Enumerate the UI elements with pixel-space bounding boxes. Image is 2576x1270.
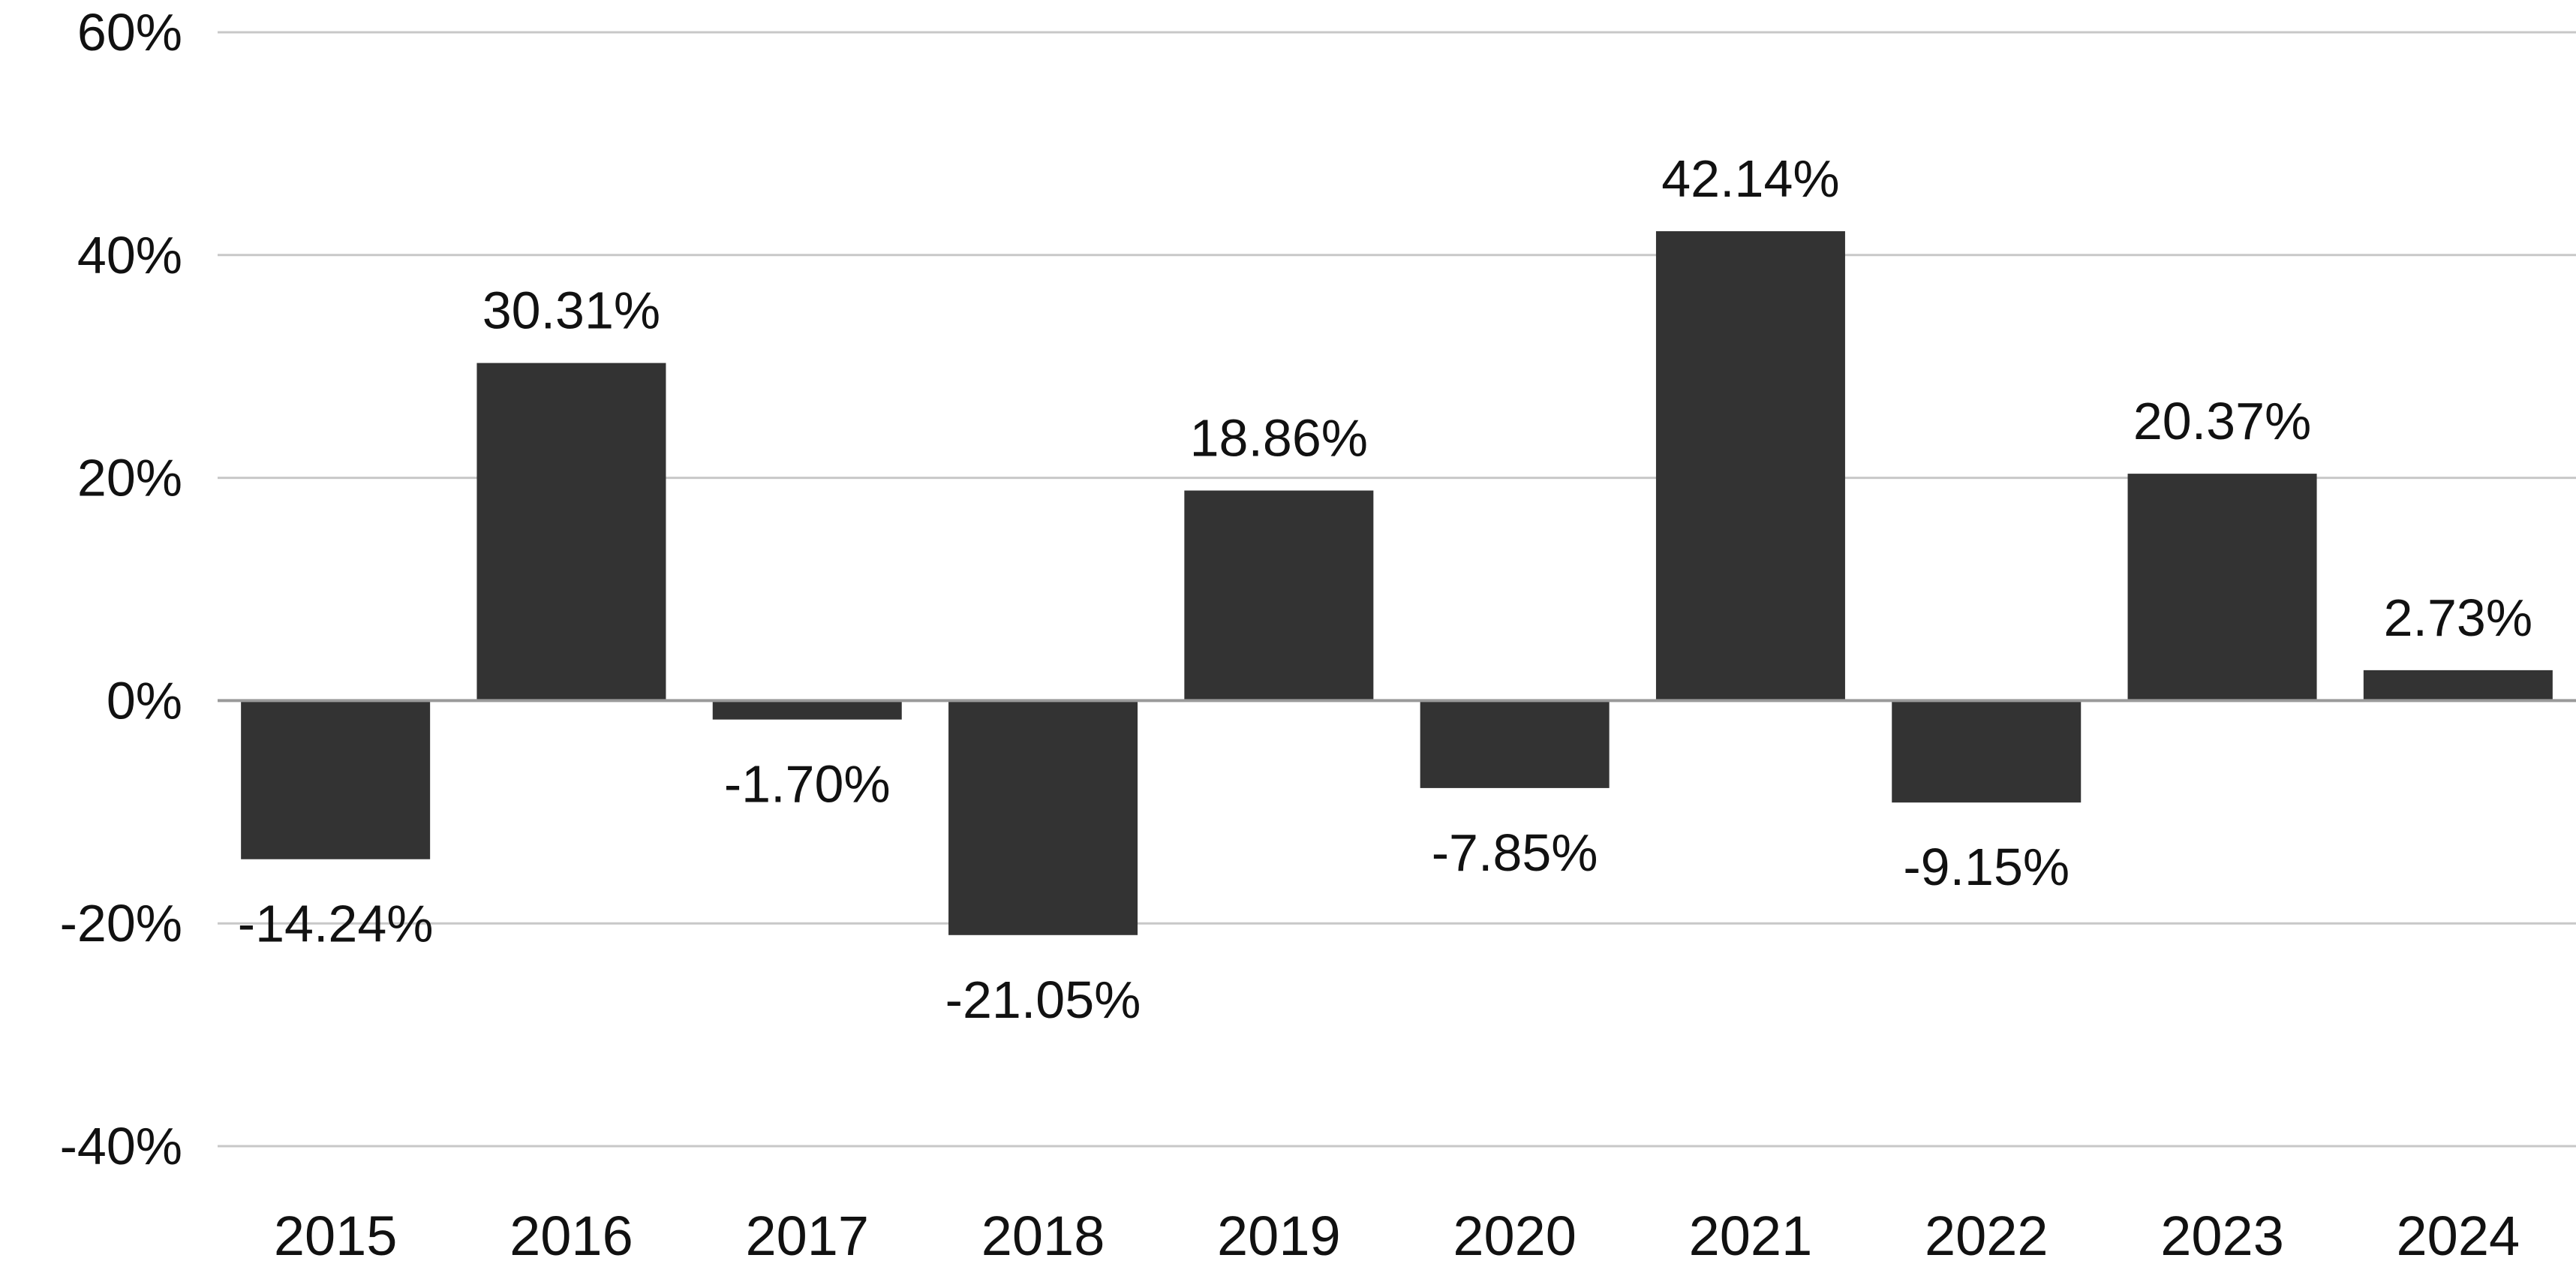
x-tick-label: 2017 bbox=[745, 1205, 869, 1267]
y-tick-label: -40% bbox=[60, 1117, 182, 1175]
x-tick-label: 2015 bbox=[274, 1205, 398, 1267]
bar-2024 bbox=[2363, 670, 2553, 701]
data-label: -7.85% bbox=[1432, 823, 1598, 882]
data-label: 18.86% bbox=[1190, 409, 1368, 468]
bar-2021 bbox=[1655, 231, 1845, 701]
data-label: -14.24% bbox=[238, 895, 434, 953]
bar-2022 bbox=[1892, 700, 2082, 803]
bar-2019 bbox=[1184, 490, 1374, 701]
x-tick-label: 2016 bbox=[509, 1205, 633, 1267]
bar-2018 bbox=[948, 700, 1138, 935]
bar-2017 bbox=[712, 700, 902, 720]
bar-2016 bbox=[476, 363, 666, 701]
data-label: 2.73% bbox=[2384, 588, 2532, 647]
x-tick-label: 2020 bbox=[1453, 1205, 1577, 1267]
bar-2015 bbox=[241, 700, 431, 859]
x-tick-label: 2023 bbox=[2160, 1205, 2284, 1267]
y-tick-label: 0% bbox=[107, 671, 182, 730]
data-label: -9.15% bbox=[1903, 838, 2070, 896]
y-tick-label: -20% bbox=[60, 894, 182, 952]
data-label: -1.70% bbox=[724, 755, 891, 814]
x-tick-label: 2018 bbox=[981, 1205, 1105, 1267]
x-tick-label: 2021 bbox=[1689, 1205, 1813, 1267]
data-labels: -14.24% 30.31% -1.70% -21.05% 18.86% -7.85% 42… bbox=[238, 149, 2532, 1029]
y-axis: 60% 40% 20% 0% -20% -40% bbox=[60, 3, 182, 1175]
data-label: -21.05% bbox=[945, 971, 1141, 1029]
y-tick-label: 40% bbox=[77, 226, 182, 284]
data-label: 30.31% bbox=[482, 281, 660, 340]
x-tick-label: 2019 bbox=[1217, 1205, 1341, 1267]
x-axis: 2015 2016 2017 2018 2019 2020 2021 2022 2023 2024 bbox=[274, 1205, 2520, 1267]
y-tick-label: 60% bbox=[77, 3, 182, 62]
bar-2020 bbox=[1420, 700, 1610, 788]
data-label: 42.14% bbox=[1661, 149, 1839, 208]
data-label: 20.37% bbox=[2133, 392, 2311, 450]
bars bbox=[241, 231, 2553, 935]
x-tick-label: 2022 bbox=[1925, 1205, 2048, 1267]
y-tick-label: 20% bbox=[77, 449, 182, 507]
x-tick-label: 2024 bbox=[2397, 1205, 2520, 1267]
bar-2023 bbox=[2127, 474, 2317, 701]
